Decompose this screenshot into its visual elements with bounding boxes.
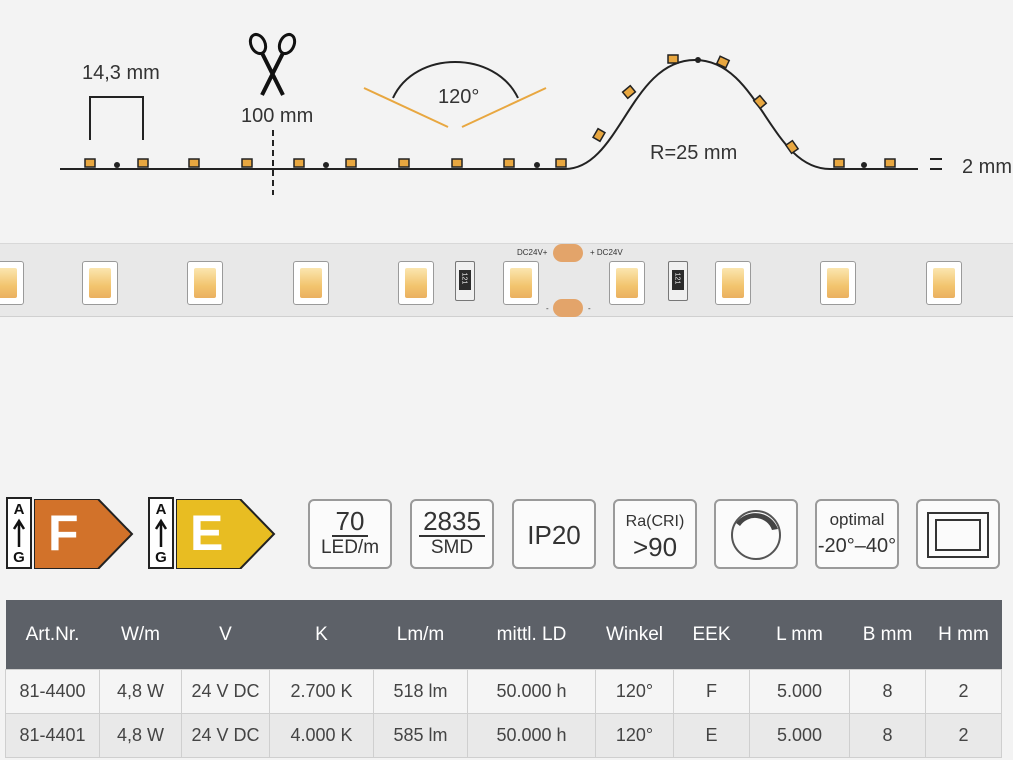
angle-arc — [392, 61, 519, 99]
spec-table: Art.Nr. W/m V K Lm/m mittl. LD Winkel EE… — [5, 600, 1002, 758]
cut-length-label: 100 mm — [241, 105, 314, 127]
led-chip — [398, 261, 434, 305]
energy-class-letter: E — [190, 505, 224, 561]
col-watt: W/m — [99, 600, 182, 670]
col-width: B mm — [849, 600, 926, 670]
minus-left: - — [546, 304, 549, 313]
angle-label: 120° — [438, 86, 480, 108]
col-height: H mm — [925, 600, 1002, 670]
dimmable-badge — [714, 499, 798, 569]
col-lumen: Lm/m — [373, 600, 468, 670]
strip-diagram — [60, 32, 942, 195]
dimmer-icon — [731, 510, 781, 560]
scissors-icon — [248, 32, 297, 96]
pitch-label: 14,3 mm — [82, 62, 160, 84]
cri-badge: Ra(CRI) >90 — [613, 499, 697, 569]
height-label: 2 mm — [962, 156, 1012, 178]
led-chip — [0, 261, 24, 305]
resistor: 121 — [668, 261, 688, 301]
ip-rating-badge: IP20 — [512, 499, 596, 569]
table-header-row: Art.Nr. W/m V K Lm/m mittl. LD Winkel EE… — [5, 600, 1002, 670]
radius-label: R=25 mm — [650, 142, 738, 164]
polarity-left: DC24V+ — [517, 248, 548, 257]
frame-badge — [916, 499, 1000, 569]
led-chip — [82, 261, 118, 305]
led-chip — [820, 261, 856, 305]
col-kelvin: K — [269, 600, 374, 670]
pitch-bracket — [89, 96, 144, 140]
col-lifetime: mittl. LD — [467, 600, 596, 670]
led-chip — [293, 261, 329, 305]
table-row: 81-4401 4,8 W 24 V DC 4.000 K 585 lm 50.… — [5, 713, 1002, 758]
solder-pad — [553, 299, 583, 317]
height-marker — [930, 158, 942, 170]
resistor: 121 — [455, 261, 475, 301]
temperature-badge: optimal -20°–40° — [815, 499, 899, 569]
diagram-leds — [84, 54, 896, 168]
col-angle: Winkel — [595, 600, 674, 670]
col-length: L mm — [749, 600, 850, 670]
energy-class-letter: F — [48, 505, 79, 561]
solder-pad — [553, 244, 583, 262]
minus-right: - — [588, 304, 591, 313]
table-row: 81-4400 4,8 W 24 V DC 2.700 K 518 lm 50.… — [5, 669, 1002, 714]
col-art-nr: Art.Nr. — [5, 600, 100, 670]
col-volt: V — [181, 600, 270, 670]
led-strip-photo: 121 DC24V+ + DC24V - - 121 — [0, 243, 1013, 317]
chip-type-badge: 2835 SMD — [410, 499, 494, 569]
diagram-resistors — [114, 57, 867, 168]
led-chip — [609, 261, 645, 305]
led-chip — [926, 261, 962, 305]
frame-icon — [927, 512, 989, 558]
polarity-right: + DC24V — [590, 248, 623, 257]
led-chip — [715, 261, 751, 305]
led-chip — [503, 261, 539, 305]
led-chip — [187, 261, 223, 305]
col-eek: EEK — [673, 600, 750, 670]
led-density-badge: 70 LED/m — [308, 499, 392, 569]
